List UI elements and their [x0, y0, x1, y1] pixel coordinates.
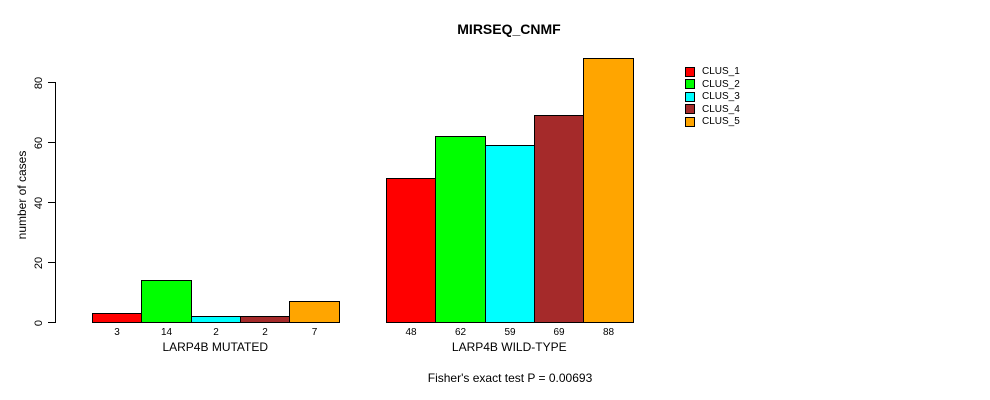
legend-label: CLUS_5: [702, 116, 740, 128]
group-label: LARP4B WILD-TYPE: [451, 340, 567, 354]
legend-label: CLUS_3: [702, 91, 740, 103]
bar-clus_3-wild-type: [485, 145, 535, 323]
bar-value-label: 59: [504, 327, 516, 338]
legend-label: CLUS_1: [702, 66, 740, 77]
y-tick-label: 40: [33, 196, 45, 209]
y-axis-label: number of cases: [15, 150, 29, 240]
legend-entry: CLUS_1: [685, 65, 740, 78]
bar-clus_5-wild-type: [583, 58, 634, 323]
bar-value-label: 14: [160, 327, 173, 338]
y-tick-mark: [48, 322, 55, 323]
y-tick-label: 80: [33, 76, 45, 89]
bar-clus_1-mutated: [92, 313, 142, 323]
y-axis-line: [55, 82, 56, 323]
chart-title: MIRSEQ_CNMF: [457, 21, 561, 37]
y-tick-mark: [48, 202, 55, 203]
legend-swatch-clus_4: [685, 104, 695, 115]
bar-clus_3-mutated: [191, 316, 241, 323]
bar-clus_2-mutated: [141, 280, 192, 323]
bar-value-label: 62: [454, 327, 467, 338]
bar-value-label: 2: [262, 327, 268, 338]
bar-value-label: 3: [114, 327, 120, 338]
y-tick-mark: [48, 82, 55, 83]
y-tick-mark: [48, 142, 55, 143]
bar-value-label: 7: [311, 327, 318, 338]
y-tick-label: 60: [33, 136, 45, 149]
fisher-test-footnote: Fisher's exact test P = 0.00693: [427, 371, 593, 385]
bar-value-label: 69: [553, 327, 565, 338]
bar-clus_5-mutated: [289, 301, 340, 323]
legend-label: CLUS_2: [702, 78, 740, 90]
legend-entry: CLUS_3: [685, 90, 740, 103]
legend-swatch-clus_2: [685, 79, 695, 90]
legend-swatch-clus_1: [685, 66, 695, 77]
legend-entry: CLUS_5: [685, 115, 740, 128]
legend-label: CLUS_4: [702, 103, 740, 115]
bar-value-label: 88: [602, 327, 615, 338]
y-tick-mark: [48, 262, 55, 263]
y-tick-label: 0: [33, 319, 45, 326]
bar-clus_4-wild-type: [534, 115, 584, 323]
legend-swatch-clus_5: [685, 116, 695, 127]
bar-clus_4-mutated: [240, 316, 290, 323]
bar-clus_2-wild-type: [435, 136, 486, 323]
y-tick-label: 20: [33, 256, 45, 269]
legend-entry: CLUS_2: [685, 78, 740, 91]
legend-entry: CLUS_4: [685, 103, 740, 116]
group-label: LARP4B MUTATED: [162, 340, 269, 354]
bar-value-label: 2: [213, 327, 219, 338]
legend-swatch-clus_3: [685, 91, 695, 102]
bar-value-label: 48: [405, 327, 417, 338]
bar-clus_1-wild-type: [386, 178, 436, 323]
